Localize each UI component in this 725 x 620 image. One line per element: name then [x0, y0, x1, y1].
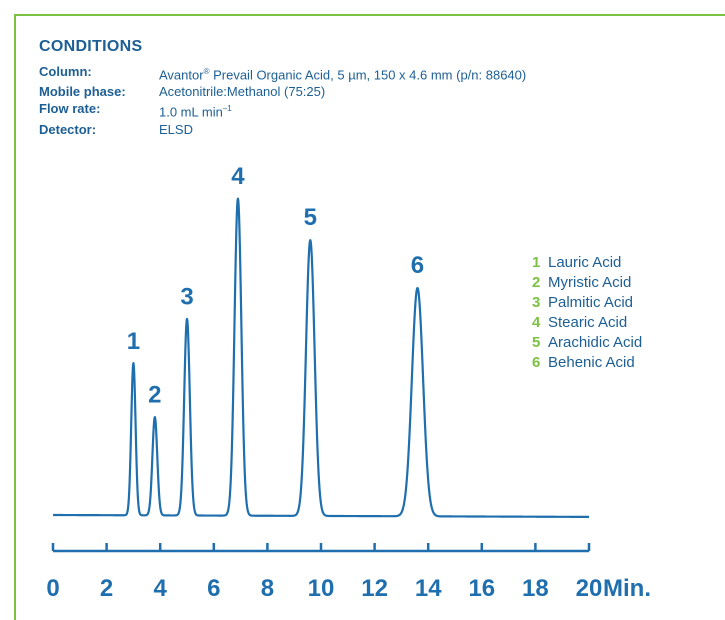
legend-number: 5 — [532, 334, 541, 351]
legend-number: 6 — [532, 354, 541, 371]
conditions-block: Column: Avantor® Prevail Organic Acid, 5… — [39, 63, 526, 138]
legend-number: 3 — [532, 294, 541, 311]
mobile-phase-value: Acetonitrile:Methanol (75:25) — [159, 84, 326, 100]
mobile-phase-label: Mobile phase: — [39, 84, 126, 100]
x-tick-label-12: 12 — [361, 575, 388, 602]
condition-column: Column: Avantor® Prevail Organic Acid, 5… — [39, 63, 526, 83]
peak-legend: 1 Lauric Acid 2 Myristic Acid 3 Palmitic Acid… — [532, 253, 642, 373]
legend-number: 1 — [532, 254, 541, 271]
chromatogram-trace — [52, 197, 590, 518]
legend-item: 1 Lauric Acid — [532, 253, 642, 273]
x-tick-label-8: 8 — [261, 575, 274, 602]
peak-label-3: 3 — [180, 283, 193, 310]
x-tick-label-18: 18 — [522, 575, 549, 602]
x-tick-label-10: 10 — [308, 575, 335, 602]
legend-item: 5 Arachidic Acid — [532, 333, 642, 353]
x-tick-label-0: 0 — [46, 575, 59, 602]
frame-left-border — [14, 14, 16, 620]
column-value: Avantor® Prevail Organic Acid, 5 µm, 150… — [159, 67, 527, 83]
legend-compound-name: Behenic Acid — [548, 354, 635, 371]
legend-compound-name: Palmitic Acid — [548, 294, 634, 311]
x-tick-label-14: 14 — [415, 575, 442, 602]
x-tick-label-4: 4 — [154, 575, 168, 602]
legend-item: 3 Palmitic Acid — [532, 293, 642, 313]
detector-value: ELSD — [159, 121, 193, 137]
legend-item: 6 Behenic Acid — [532, 353, 642, 373]
condition-detector: Detector: ELSD — [39, 121, 526, 138]
legend-compound-name: Myristic Acid — [548, 274, 632, 291]
peak-label-5: 5 — [304, 204, 317, 231]
peak-label-4: 4 — [231, 163, 245, 190]
legend-item: 2 Myristic Acid — [532, 273, 642, 293]
legend-number: 2 — [532, 274, 541, 291]
x-tick-label-20: 20 — [576, 575, 603, 602]
column-label: Column: — [39, 64, 92, 79]
legend-compound-name: Lauric Acid — [548, 254, 622, 271]
frame-top-border — [14, 14, 725, 16]
condition-mobile-phase: Mobile phase: Acetonitrile:Methanol (75:… — [39, 83, 526, 100]
flow-rate-value: 1.0 mL min–1 — [159, 104, 232, 120]
x-tick-label-16: 16 — [468, 575, 495, 602]
legend-compound-name: Stearic Acid — [548, 314, 628, 331]
conditions-heading: CONDITIONS — [39, 38, 143, 55]
legend-compound-name: Arachidic Acid — [548, 334, 643, 351]
peak-label-6: 6 — [411, 252, 424, 279]
detector-label: Detector: — [39, 121, 97, 137]
x-tick-label-6: 6 — [207, 575, 220, 602]
legend-item: 4 Stearic Acid — [532, 313, 642, 333]
legend-number: 4 — [532, 314, 541, 331]
peak-label-2: 2 — [148, 382, 161, 409]
condition-flow-rate: Flow rate: 1.0 mL min–1 — [39, 100, 526, 120]
x-tick-label-2: 2 — [100, 575, 113, 602]
flow-rate-label: Flow rate: — [39, 101, 101, 117]
peak-label-1: 1 — [127, 328, 140, 355]
x-axis-unit-label: Min. — [603, 575, 651, 602]
